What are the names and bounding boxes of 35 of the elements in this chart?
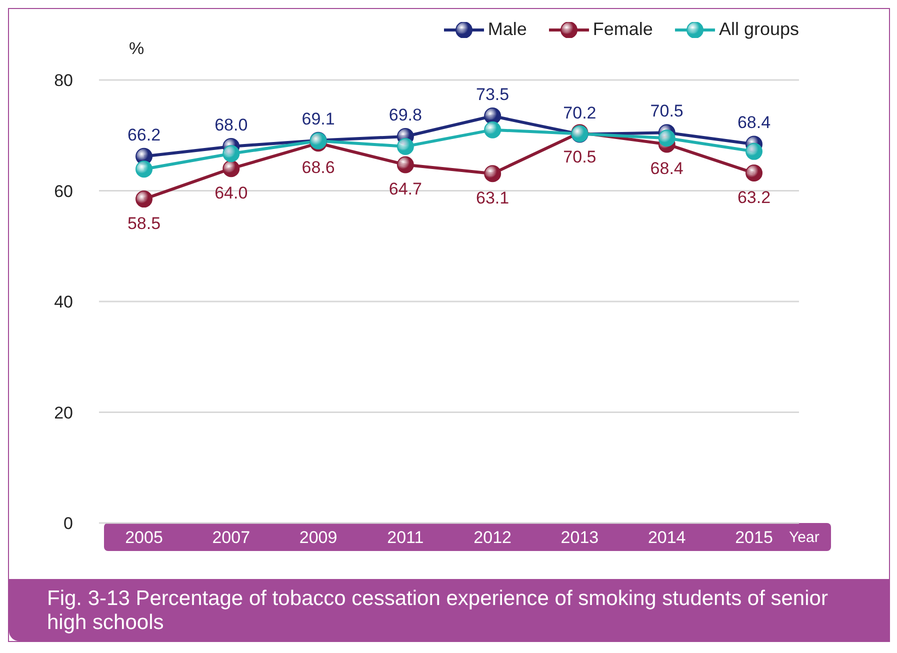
x-tick-label: 2011: [387, 528, 424, 548]
data-label: 68.4: [650, 159, 684, 178]
legend-label: Female: [592, 19, 653, 40]
x-tick-label: 2009: [299, 528, 338, 548]
data-label: 73.5: [476, 84, 510, 104]
y-axis-title: %: [129, 39, 144, 59]
data-label: 64.0: [214, 184, 248, 203]
data-label: 68.4: [737, 113, 771, 132]
y-tick-label: 40: [54, 292, 73, 312]
data-label: 68.6: [302, 158, 335, 178]
x-tick-label: 2015: [735, 528, 773, 548]
data-label: 70.5: [563, 148, 596, 167]
data-label: 63.1: [476, 188, 510, 208]
data-label: 70.2: [563, 103, 596, 122]
data-label: 66.2: [127, 125, 161, 144]
x-axis-title: Year: [789, 529, 820, 546]
legend-label: All groups: [718, 19, 799, 40]
data-label: 69.8: [388, 105, 422, 124]
x-tick-label: 2012: [474, 528, 512, 548]
x-tick-label: 2007: [212, 528, 250, 548]
y-tick-label: 80: [54, 71, 73, 90]
data-label: 63.2: [737, 188, 771, 208]
x-tick-label: 2013: [560, 528, 599, 548]
legend-label: Male: [488, 19, 527, 40]
x-tick-label: 2014: [648, 528, 686, 548]
data-label: 70.5: [650, 102, 684, 121]
data-label: 68.0: [214, 115, 248, 134]
y-tick-label: 0: [64, 514, 73, 534]
text: Fig. 3-13 Percentage of tobacco cessation experience of smoking students of senior high schools: [9, 579, 889, 641]
y-tick-label: 20: [54, 403, 73, 422]
y-tick-label: 60: [54, 182, 73, 201]
x-tick-label: 2005: [125, 528, 163, 548]
data-label: 64.7: [388, 180, 422, 199]
data-label: 58.5: [127, 214, 161, 234]
data-label: 69.1: [302, 109, 335, 128]
